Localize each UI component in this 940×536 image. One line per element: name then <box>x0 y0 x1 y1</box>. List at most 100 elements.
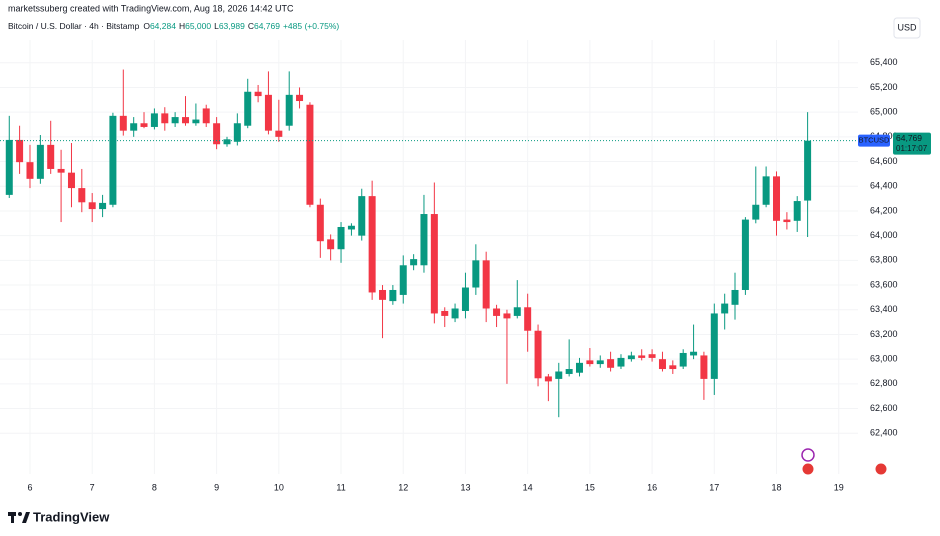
ohlc-label: C <box>248 21 254 31</box>
candle-body <box>358 196 366 236</box>
candle-body <box>78 188 86 203</box>
candle-body <box>441 310 449 316</box>
x-tick-label: 7 <box>90 482 95 492</box>
event-icon <box>801 448 815 462</box>
ohlc-value: 63,989 <box>219 21 245 31</box>
candle-body <box>430 214 438 314</box>
x-tick-label: 12 <box>398 482 408 492</box>
candle-body <box>804 140 812 201</box>
y-tick-label: 63,200 <box>870 329 898 339</box>
candle-body <box>130 123 138 131</box>
candle-body <box>67 172 75 189</box>
candle-body <box>700 355 708 379</box>
candle-body <box>306 104 314 205</box>
candle-body <box>493 308 501 316</box>
event-icon <box>801 462 815 476</box>
y-tick-label: 62,400 <box>870 428 898 438</box>
candle-body <box>658 359 666 370</box>
candle-body <box>192 119 200 124</box>
candle-body <box>389 289 397 302</box>
y-tick-label: 62,600 <box>870 403 898 413</box>
symbol-legend: Bitcoin / U.S. Dollar · 4h · Bitstamp O 64… <box>8 21 339 31</box>
candle-body <box>327 239 335 250</box>
candle-body <box>596 360 604 365</box>
price-tag <box>893 132 931 155</box>
candle-body <box>119 115 127 131</box>
candle-body <box>638 355 646 358</box>
brand-logo <box>8 512 30 523</box>
y-tick-label: 65,000 <box>870 107 898 117</box>
currency-box <box>893 17 921 39</box>
candle-body <box>783 219 791 223</box>
y-tick-label: 63,800 <box>870 255 898 265</box>
change: +485 (+0.75%) <box>283 21 339 31</box>
y-tick-label: 64,200 <box>870 205 898 215</box>
y-tick-label: 63,600 <box>870 279 898 289</box>
x-tick-label: 17 <box>709 482 719 492</box>
candle-body <box>762 176 770 205</box>
creator-line: marketssuberg created with TradingView.c… <box>8 3 294 13</box>
x-tick-label: 14 <box>523 482 533 492</box>
candle-body <box>461 287 469 311</box>
candle-body <box>254 91 262 97</box>
candle-body <box>264 94 272 131</box>
candle-body <box>296 94 304 102</box>
candle-body <box>793 201 801 221</box>
candle-body <box>472 260 480 288</box>
candle-body <box>88 202 96 210</box>
candle-body <box>503 313 511 319</box>
candle-body <box>379 289 387 300</box>
candle-body <box>410 259 418 266</box>
symbol: Bitcoin / U.S. Dollar · 4h · Bitstamp <box>8 21 140 31</box>
candle-body <box>690 351 698 356</box>
candle-body <box>513 307 521 316</box>
countdown-text: 01:17:07 <box>896 144 928 153</box>
candle-body <box>275 130 283 137</box>
y-tick-label: 62,800 <box>870 378 898 388</box>
x-tick-label: 11 <box>336 482 345 492</box>
candle-body <box>316 204 324 242</box>
event-icon <box>874 462 888 476</box>
candle-body <box>202 108 210 124</box>
candle-body <box>5 139 13 195</box>
ohlc-value: 64,769 <box>254 21 280 31</box>
x-tick-label: 9 <box>214 482 219 492</box>
candle-body <box>731 289 739 305</box>
candle-body <box>244 91 252 126</box>
candle-body <box>223 139 231 145</box>
candle-body <box>544 376 552 382</box>
candle-body <box>555 371 563 379</box>
candle-body <box>710 313 718 379</box>
candle-body <box>524 307 532 331</box>
plot: 62,400 62,600 62,800 63,000 63,200 63,400 63,6… <box>0 40 931 492</box>
candle-body <box>586 360 594 365</box>
candle-body <box>607 359 615 368</box>
candle-body <box>26 162 34 179</box>
candle-body <box>420 214 428 266</box>
candle-body <box>99 202 107 210</box>
candle-body <box>368 196 376 293</box>
y-tick-label: 63,000 <box>870 354 898 364</box>
ohlc-label: O <box>143 21 150 31</box>
candle-body <box>752 204 760 220</box>
price-tag-text: 64,769 <box>896 133 922 143</box>
event-icons <box>801 448 888 476</box>
symbol-tag <box>858 134 890 147</box>
candle-body <box>285 94 293 126</box>
candle-body <box>109 115 117 205</box>
candle-body <box>575 362 583 373</box>
x-tick-label: 15 <box>585 482 595 492</box>
y-tick-label: 64,400 <box>870 181 898 191</box>
y-tick-label: 65,200 <box>870 82 898 92</box>
candle-body <box>161 113 169 124</box>
candle-body <box>347 225 355 230</box>
y-tick-label: 64,600 <box>870 156 898 166</box>
candle-body <box>627 355 635 360</box>
candle-body <box>182 117 190 124</box>
y-tick-label: 65,400 <box>870 57 898 67</box>
y-tick-label: 64,000 <box>870 230 898 240</box>
logo-shape <box>22 512 30 523</box>
brand: TradingView <box>33 509 110 524</box>
